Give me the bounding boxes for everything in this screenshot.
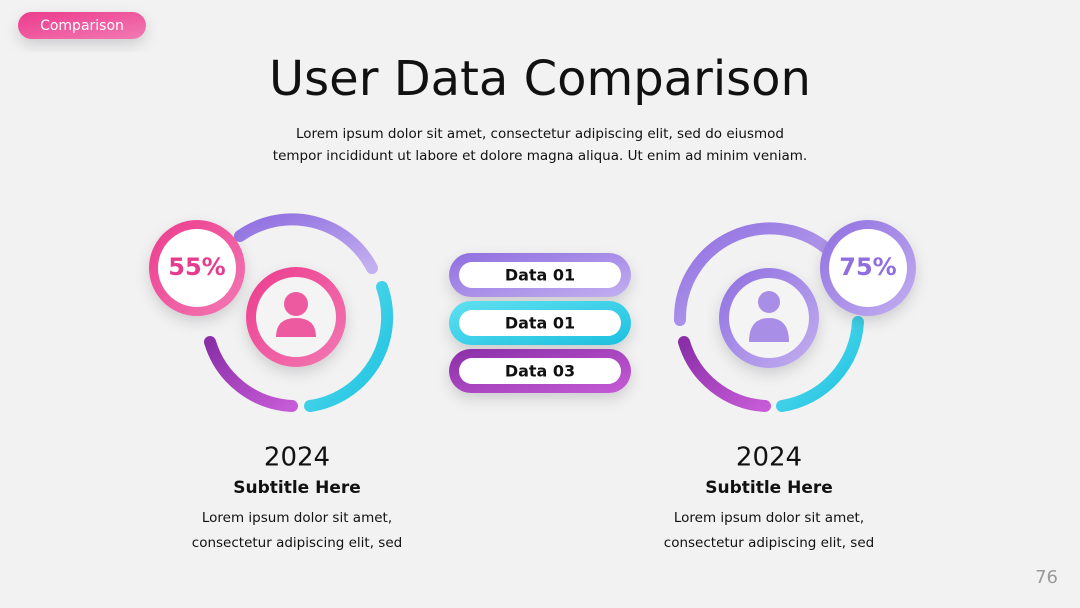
ring-arc [204, 336, 298, 412]
year: 2024 [736, 443, 802, 473]
subtitle: Subtitle Here [705, 478, 833, 498]
ring-arc [304, 281, 394, 412]
badge-bg [158, 229, 236, 307]
intro-line: tempor incididunt ut labore et dolore ma… [273, 148, 807, 164]
data-pill: Data 03 [449, 349, 631, 393]
right-ring [673, 222, 864, 412]
subtitle: Subtitle Here [233, 478, 361, 498]
pill-label: Data 01 [505, 266, 575, 285]
pill-label: Data 03 [505, 362, 575, 381]
percent-label: 55% [168, 253, 225, 281]
tag: Comparison [18, 12, 146, 39]
intro-line: Lorem ipsum dolor sit amet, consectetur … [296, 126, 784, 142]
badge-bg [829, 229, 907, 307]
body-line: Lorem ipsum dolor sit amet, [202, 510, 392, 526]
ring-arc [776, 316, 864, 412]
data-pill: Data 01 [449, 253, 631, 297]
data-pill: Data 01 [449, 301, 631, 345]
year: 2024 [264, 443, 330, 473]
percent-label: 75% [839, 253, 896, 281]
male-icon [749, 291, 789, 342]
tag-label: Comparison [40, 18, 124, 34]
tag-pill [18, 12, 146, 39]
body-line: consectetur adipiscing elit, sed [664, 535, 874, 551]
female-icon [276, 292, 316, 337]
body-line: Lorem ipsum dolor sit amet, [674, 510, 864, 526]
page-number: 76 [1035, 567, 1058, 588]
left-ring [204, 213, 394, 412]
pill-label: Data 01 [505, 314, 575, 333]
ring-arc [678, 336, 771, 412]
avatar-bg [256, 277, 336, 357]
ring-arc [234, 213, 378, 274]
body-line: consectetur adipiscing elit, sed [192, 535, 402, 551]
ring-arc [673, 222, 832, 326]
title: User Data Comparison [269, 51, 811, 107]
